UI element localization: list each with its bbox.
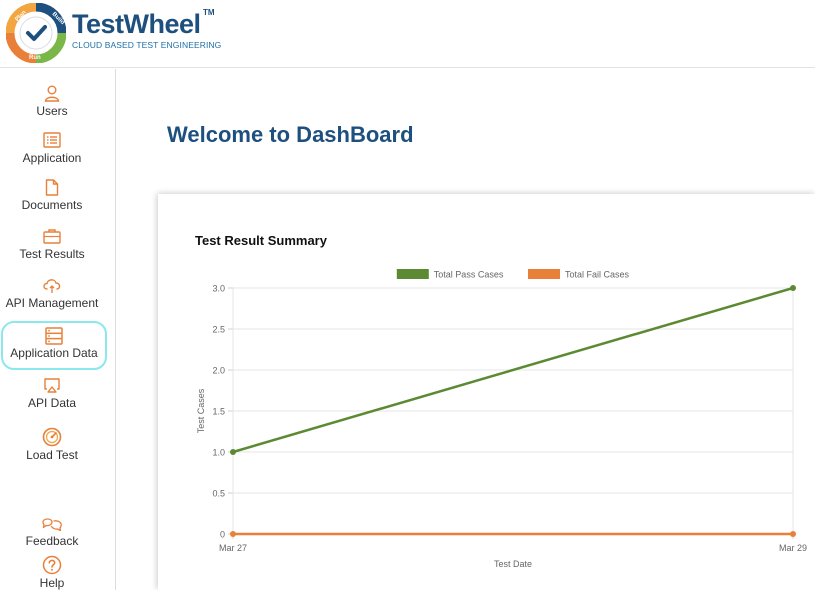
airplay-icon (0, 377, 104, 395)
sidebar-item-label: API Management (5, 296, 99, 310)
sidebar-item-feedback[interactable]: Feedback (0, 515, 104, 548)
legend-swatch (396, 269, 429, 279)
brand-name: TestWheel (72, 9, 201, 39)
y-tick-label: 3.0 (212, 284, 225, 294)
chart-title: Test Result Summary (195, 233, 327, 248)
cloud-sync-icon (0, 277, 104, 295)
page-title: Welcome to DashBoard (167, 122, 414, 147)
y-tick-label: 1.0 (212, 448, 225, 458)
sidebar-item-label: Feedback (25, 534, 79, 548)
x-tick-label: Mar 27 (219, 543, 247, 553)
sidebar-item-label: API Data (27, 396, 77, 410)
legend-label: Total Pass Cases (434, 270, 504, 280)
x-tick-label: Mar 29 (779, 543, 807, 553)
chat-icon (0, 515, 104, 533)
logo-word-run: Run (29, 55, 41, 61)
testwheel-logo-icon[interactable]: Plan Build Run (6, 3, 66, 63)
y-tick-label: 0.5 (212, 489, 225, 499)
list-icon (0, 132, 104, 150)
app-header: Plan Build Run TestWheel TM CLOUD BASED … (0, 0, 815, 68)
briefcase-icon (0, 228, 104, 246)
brand: TestWheel TM CLOUD BASED TEST ENGINEERIN… (72, 8, 222, 50)
sidebar-item-label: Application (22, 151, 82, 165)
brand-trademark: TM (203, 8, 215, 17)
y-tick-label: 2.5 (212, 325, 225, 335)
sidebar: Users Application Documents Test Results… (0, 69, 116, 590)
series-line (232, 286, 794, 454)
y-tick-label: 1.5 (212, 407, 225, 417)
y-axis-title: Test Cases (196, 388, 206, 433)
document-icon (0, 179, 104, 197)
gauge-icon (0, 427, 104, 447)
server-icon (3, 327, 105, 345)
sidebar-item-label: Users (36, 104, 68, 118)
sidebar-item-application[interactable]: Application (0, 132, 104, 165)
user-icon (0, 85, 104, 103)
data-point (790, 285, 796, 291)
sidebar-item-help[interactable]: Help (0, 555, 104, 590)
sidebar-item-api-data[interactable]: API Data (0, 377, 104, 410)
test-result-summary-card: Test Result Summary 0 0.5 1.0 1.5 2.0 2.5 3.0 M… (158, 194, 815, 590)
legend-label: Total Fail Cases (565, 270, 630, 280)
sidebar-item-label: Documents (21, 198, 83, 212)
y-tick-label: 0 (220, 530, 225, 540)
sidebar-item-load-test[interactable]: Load Test (0, 427, 104, 462)
sidebar-item-users[interactable]: Users (0, 85, 104, 118)
sidebar-item-test-results[interactable]: Test Results (0, 228, 104, 261)
sidebar-item-api-management[interactable]: API Management (0, 277, 104, 310)
sidebar-item-label: Application Data (10, 346, 98, 360)
test-result-chart: 0 0.5 1.0 1.5 2.0 2.5 3.0 Mar 27 Mar 29 Test Date… (196, 269, 807, 569)
brand-tagline: CLOUD BASED TEST ENGINEERING (72, 40, 222, 50)
x-axis-title: Test Date (494, 559, 532, 569)
data-point (790, 531, 796, 537)
sidebar-item-documents[interactable]: Documents (0, 179, 104, 212)
sidebar-item-label: Test Results (19, 247, 85, 261)
help-icon (0, 555, 104, 575)
data-point (230, 449, 236, 455)
sidebar-item-label: Help (39, 576, 65, 590)
legend-swatch (528, 269, 560, 279)
sidebar-item-application-data[interactable]: Application Data (1, 321, 107, 370)
y-tick-label: 2.0 (212, 366, 225, 376)
sidebar-item-label: Load Test (26, 448, 78, 462)
data-point (230, 531, 236, 537)
